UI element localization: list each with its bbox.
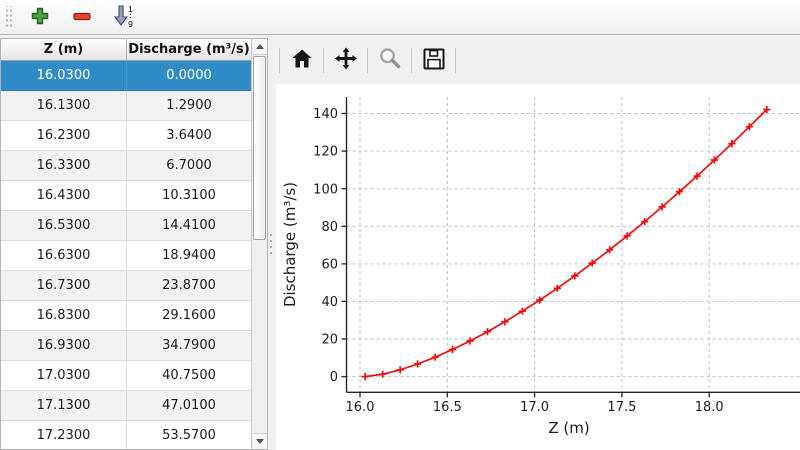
svg-text:120: 120: [313, 145, 338, 160]
vertical-scrollbar[interactable]: [251, 39, 267, 449]
table-row[interactable]: 17.1300 47.0100: [1, 391, 252, 421]
table-cell[interactable]: 16.9300: [1, 331, 127, 361]
table-cell[interactable]: 40.7500: [127, 361, 252, 391]
table-cell[interactable]: 34.7900: [127, 331, 252, 361]
table-cell[interactable]: 16.8300: [1, 301, 127, 331]
toolbar-separator: [455, 47, 456, 73]
table-cell[interactable]: 18.9400: [127, 241, 252, 271]
magnifier-icon: [377, 46, 403, 75]
table-cell[interactable]: 17.2300: [1, 421, 127, 449]
table-row[interactable]: 16.0300 0.0000: [1, 61, 252, 91]
main-toolbar: 1 9: [0, 0, 800, 35]
svg-text:100: 100: [313, 182, 338, 197]
plus-icon: [29, 5, 51, 30]
svg-text:16.0: 16.0: [346, 400, 375, 415]
scrollbar-thumb[interactable]: [253, 56, 266, 240]
sort-rows-button[interactable]: 1 9: [109, 3, 139, 31]
rating-curve-table: Z (m) Discharge (m³/s) 16.0300 0.0000 16.1…: [0, 38, 268, 450]
axes-spines: [345, 97, 800, 393]
table-cell[interactable]: 16.4300: [1, 181, 127, 211]
home-icon: [289, 46, 315, 75]
add-row-button[interactable]: [25, 3, 55, 31]
table-row[interactable]: 16.1300 1.2900: [1, 91, 252, 121]
table-cell[interactable]: 16.3300: [1, 151, 127, 181]
column-header-discharge[interactable]: Discharge (m³/s): [127, 39, 252, 61]
table-cell[interactable]: 29.1600: [127, 301, 252, 331]
plot-toolbar: [276, 41, 459, 79]
table-cell[interactable]: 1.2900: [127, 91, 252, 121]
rating-curve-line: [365, 108, 768, 378]
table-row[interactable]: 16.4300 10.3100: [1, 181, 252, 211]
column-header-z[interactable]: Z (m): [1, 39, 127, 61]
pan-arrows-icon: [333, 46, 359, 75]
table-row[interactable]: 16.7300 23.8700: [1, 271, 252, 301]
toolbar-separator: [411, 47, 412, 73]
table-cell[interactable]: 16.0300: [1, 61, 127, 91]
table-row[interactable]: 16.8300 29.1600: [1, 301, 252, 331]
svg-text:17.5: 17.5: [607, 400, 636, 415]
plot-svg[interactable]: 0 20 40 60 80 100 120 140 16.0 16.5 17.0 17.5 18.0 Z …: [276, 84, 800, 450]
toolbar-separator: [323, 47, 324, 73]
toolbar-grip-handle[interactable]: [5, 6, 13, 28]
table-row[interactable]: 16.5300 14.4100: [1, 211, 252, 241]
table-row[interactable]: 17.2300 53.5700: [1, 421, 252, 449]
remove-row-button[interactable]: [67, 3, 97, 31]
panel-splitter-handle[interactable]: [268, 38, 273, 450]
table-cell[interactable]: 6.7000: [127, 151, 252, 181]
scroll-down-button[interactable]: [253, 433, 267, 449]
grid-lines: [346, 97, 800, 393]
data-point-markers: [361, 105, 771, 381]
minus-icon: [71, 5, 93, 30]
table-row[interactable]: 17.0300 40.7500: [1, 361, 252, 391]
x-axis-label: Z (m): [548, 419, 589, 437]
table-cell[interactable]: 14.4100: [127, 211, 252, 241]
plot-panel: 0 20 40 60 80 100 120 140 16.0 16.5 17.0 17.5 18.0 Z …: [273, 36, 800, 450]
svg-text:0: 0: [330, 370, 338, 385]
table-row[interactable]: 16.9300 34.7900: [1, 331, 252, 361]
table-row[interactable]: 16.3300 6.7000: [1, 151, 252, 181]
svg-text:16.5: 16.5: [433, 400, 462, 415]
figure-canvas[interactable]: 0 20 40 60 80 100 120 140 16.0 16.5 17.0 17.5 18.0 Z …: [276, 84, 800, 450]
svg-text:17.0: 17.0: [520, 400, 549, 415]
toolbar-separator: [279, 47, 280, 73]
svg-text:18.0: 18.0: [695, 400, 724, 415]
table-header: Z (m) Discharge (m³/s): [1, 39, 267, 61]
table-row[interactable]: 16.2300 3.6400: [1, 121, 252, 151]
pan-button[interactable]: [327, 43, 364, 77]
sort-badge-top: 1: [128, 4, 133, 14]
svg-text:140: 140: [313, 107, 338, 122]
table-cell[interactable]: 10.3100: [127, 181, 252, 211]
sort-numeric-icon: 1 9: [113, 4, 135, 31]
table-cell[interactable]: 16.7300: [1, 271, 127, 301]
table-cell[interactable]: 16.2300: [1, 121, 127, 151]
table-cell[interactable]: 16.6300: [1, 241, 127, 271]
save-floppy-icon: [421, 46, 447, 75]
sort-badge-bottom: 9: [128, 19, 133, 28]
table-cell[interactable]: 17.1300: [1, 391, 127, 421]
scroll-up-arrow-icon: [256, 44, 264, 49]
zoom-rect-button[interactable]: [371, 43, 408, 77]
svg-text:80: 80: [321, 220, 338, 235]
save-figure-button[interactable]: [415, 43, 452, 77]
table-cell[interactable]: 3.6400: [127, 121, 252, 151]
table-cell[interactable]: 47.0100: [127, 391, 252, 421]
table-cell[interactable]: 17.0300: [1, 361, 127, 391]
table-cell[interactable]: 16.1300: [1, 91, 127, 121]
scroll-down-arrow-icon: [256, 439, 264, 444]
svg-text:60: 60: [321, 258, 338, 273]
y-axis-label: Discharge (m³/s): [281, 182, 299, 307]
table-cell[interactable]: 16.5300: [1, 211, 127, 241]
svg-text:20: 20: [321, 333, 338, 348]
toolbar-separator: [367, 47, 368, 73]
table-cell[interactable]: 53.5700: [127, 421, 252, 449]
home-view-button[interactable]: [283, 43, 320, 77]
axis-ticks-and-labels: 0 20 40 60 80 100 120 140 16.0 16.5 17.0 17.5 18.0: [313, 107, 724, 415]
table-body: 16.0300 0.0000 16.1300 1.2900 16.2300 3.6400 1…: [1, 61, 252, 449]
table-cell[interactable]: 0.0000: [127, 61, 252, 91]
table-cell[interactable]: 23.8700: [127, 271, 252, 301]
table-row[interactable]: 16.6300 18.9400: [1, 241, 252, 271]
svg-text:40: 40: [321, 295, 338, 310]
scroll-up-button[interactable]: [253, 39, 267, 55]
